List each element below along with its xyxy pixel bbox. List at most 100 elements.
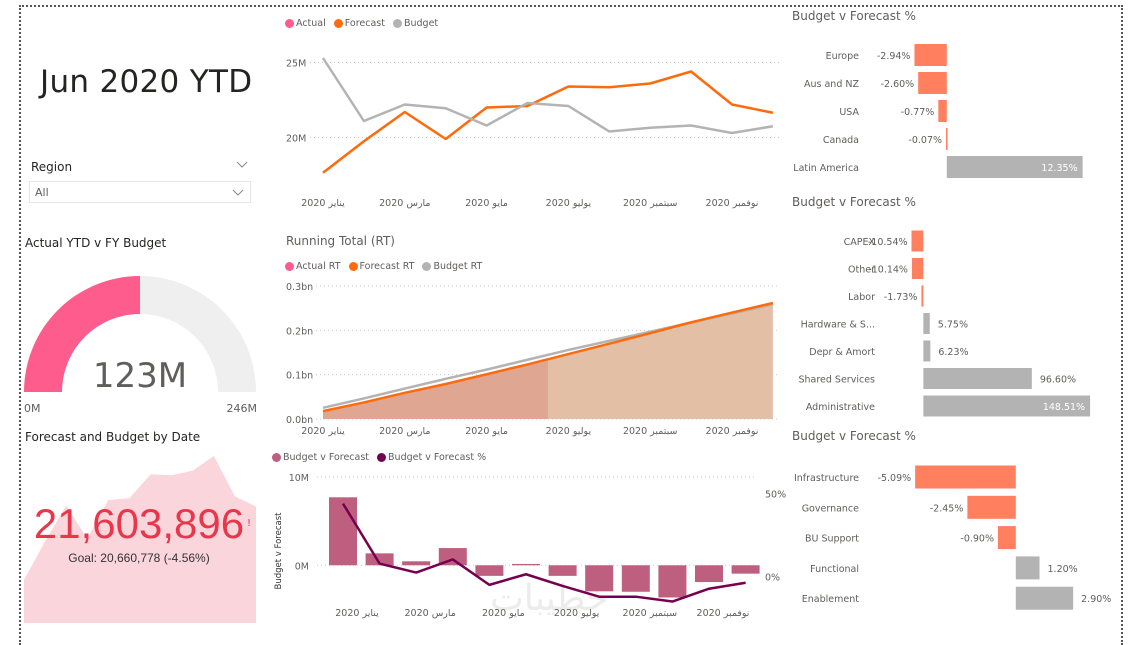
- bar: [918, 72, 947, 94]
- region-slicer-dropdown[interactable]: All: [29, 181, 251, 203]
- page-title: Jun 2020 YTD: [40, 64, 252, 100]
- gauge-min-label: 0M: [24, 402, 41, 415]
- category-label: Shared Services: [798, 375, 875, 386]
- y-tick-label: 10M: [289, 473, 309, 484]
- y-tick-label: 25M: [286, 59, 306, 70]
- x-tick-label: مارس 2020: [405, 608, 456, 619]
- x-tick-label: يناير 2020: [301, 198, 345, 209]
- legend-label: Budget: [404, 18, 438, 29]
- legend-label: Budget v Forecast: [283, 452, 369, 463]
- data-label: -2.60%: [881, 79, 915, 90]
- y2-tick-label: 0%: [765, 573, 780, 584]
- legend-item-forecast-rt[interactable]: Forecast RT: [349, 261, 415, 272]
- bar: [512, 564, 540, 565]
- x-tick-label: يوليو 2020: [546, 198, 592, 209]
- x-tick-label: نوفمبر 2020: [697, 608, 750, 619]
- legend-item-budget[interactable]: Budget: [393, 18, 438, 29]
- rt-chart-title: Running Total (RT): [286, 234, 395, 248]
- bar: [1016, 556, 1040, 579]
- data-label: -10.14%: [868, 265, 908, 276]
- x-tick-label: نوفمبر 2020: [706, 198, 759, 209]
- rt-chart-legend: Actual RT Forecast RT Budget RT: [285, 261, 486, 272]
- category-variance-bar-chart[interactable]: CAPEX-10.54%Other-10.14%Labor-1.73%Hardw…: [785, 220, 1120, 425]
- category-label: Aus and NZ: [804, 79, 859, 90]
- bar: [914, 44, 946, 66]
- x-tick-label: سبتمبر 2020: [623, 198, 678, 209]
- legend-dot: [422, 262, 431, 271]
- gauge-chart[interactable]: 123M 0M 246M: [20, 270, 265, 420]
- data-label: 1.20%: [1048, 564, 1078, 575]
- legend-dot: [349, 262, 358, 271]
- data-label: -1.73%: [884, 292, 918, 303]
- gauge-max-label: 246M: [227, 402, 258, 415]
- x-tick-label: يوليو 2020: [546, 426, 592, 437]
- data-label: 6.23%: [938, 347, 968, 358]
- legend-label: Forecast RT: [360, 261, 415, 272]
- x-tick-label: مايو 2020: [465, 426, 508, 437]
- legend-label: Budget v Forecast %: [388, 452, 486, 463]
- legend-item-actual[interactable]: Actual: [285, 18, 326, 29]
- bar: [915, 466, 1016, 489]
- gauge-value: 123M: [93, 356, 187, 396]
- legend-item-budget-v-forecast[interactable]: Budget v Forecast: [272, 452, 369, 463]
- series-line-forecast: [323, 72, 773, 173]
- category-label: Administrative: [806, 402, 875, 413]
- legend-dot: [393, 19, 402, 28]
- region-slicer-value: All: [35, 186, 49, 199]
- chevron-down-icon[interactable]: [232, 186, 244, 198]
- legend-dot: [334, 19, 343, 28]
- legend-dot: [272, 453, 281, 462]
- chevron-down-icon[interactable]: [236, 158, 248, 170]
- data-label: 5.75%: [938, 320, 968, 331]
- legend-label: Actual RT: [296, 261, 341, 272]
- category-label: Canada: [823, 135, 859, 146]
- category-label: Functional: [810, 564, 859, 575]
- legend-item-budget-rt[interactable]: Budget RT: [422, 261, 482, 272]
- legend-dot: [377, 453, 386, 462]
- category-chart-title: Budget v Forecast %: [792, 195, 916, 209]
- bar: [998, 526, 1016, 549]
- function-variance-bar-chart[interactable]: Infrastructure-5.09%Governance-2.45%BU S…: [785, 455, 1120, 628]
- bar: [912, 258, 923, 279]
- data-label: -2.45%: [930, 503, 964, 514]
- category-label: Depr & Amort: [809, 347, 875, 358]
- category-label: BU Support: [805, 534, 859, 545]
- legend-item-actual-rt[interactable]: Actual RT: [285, 261, 341, 272]
- legend-item-budget-v-forecast-pct[interactable]: Budget v Forecast %: [377, 452, 486, 463]
- x-tick-label: مايو 2020: [482, 608, 525, 619]
- data-label: -10.54%: [868, 237, 908, 248]
- data-label: -2.94%: [877, 51, 911, 62]
- x-tick-label: يناير 2020: [301, 426, 345, 437]
- bar: [946, 128, 948, 150]
- legend-label: Budget RT: [433, 261, 482, 272]
- y-tick-label: 0M: [295, 561, 309, 572]
- bar: [658, 565, 686, 597]
- bar: [402, 561, 430, 565]
- x-tick-label: يوليو 2020: [554, 608, 600, 619]
- category-label: Enablement: [802, 594, 859, 605]
- legend-item-forecast[interactable]: Forecast: [334, 18, 385, 29]
- x-tick-label: يناير 2020: [335, 608, 379, 619]
- category-label: Latin America: [793, 163, 859, 174]
- region-slicer-label: Region: [31, 160, 72, 174]
- bar: [475, 565, 503, 576]
- legend-label: Actual: [296, 18, 326, 29]
- category-label: Labor: [848, 292, 875, 303]
- y2-tick-label: 50%: [765, 490, 786, 501]
- bar: [912, 231, 924, 252]
- region-variance-bar-chart[interactable]: Europe-2.94%Aus and NZ-2.60%USA-0.77%Can…: [785, 30, 1120, 190]
- data-label: 2.90%: [1081, 594, 1111, 605]
- bar: [622, 565, 650, 591]
- data-label: -5.09%: [878, 473, 912, 484]
- data-label: -0.77%: [901, 107, 935, 118]
- legend-dot: [285, 19, 294, 28]
- category-label: Hardware & S...: [801, 320, 875, 331]
- bar: [585, 565, 613, 591]
- category-label: Governance: [802, 503, 859, 514]
- bar: [732, 565, 760, 573]
- y-tick-label: 0.2bn: [286, 326, 313, 337]
- data-label: 148.51%: [1043, 402, 1085, 413]
